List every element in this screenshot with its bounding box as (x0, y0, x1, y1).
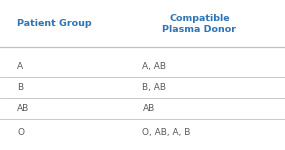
Text: Patient Group: Patient Group (17, 20, 92, 28)
Text: AB: AB (17, 104, 29, 113)
Text: B, AB: B, AB (142, 83, 166, 92)
Text: O, AB, A, B: O, AB, A, B (142, 128, 191, 137)
Text: A, AB: A, AB (142, 62, 166, 71)
Text: B: B (17, 83, 23, 92)
Text: AB: AB (142, 104, 155, 113)
Text: O: O (17, 128, 24, 137)
Text: A: A (17, 62, 23, 71)
Text: Compatible
Plasma Donor: Compatible Plasma Donor (162, 14, 237, 34)
